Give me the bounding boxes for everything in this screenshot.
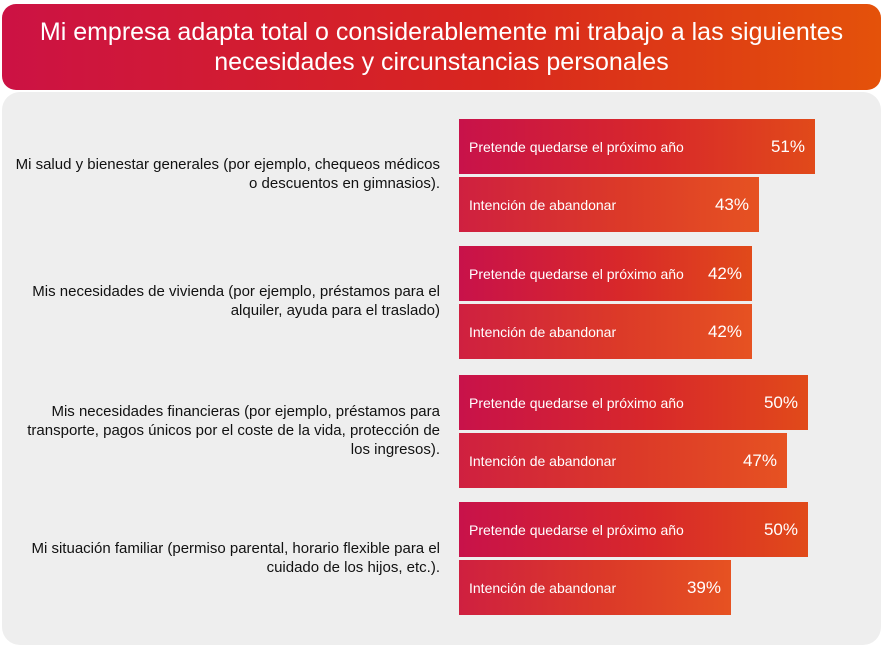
value-label: 50% bbox=[763, 519, 798, 539]
series-label: Intención de abandonar bbox=[469, 196, 617, 213]
series-label: Pretende quedarse el próximo año bbox=[469, 521, 684, 538]
category-label: Mis necesidades de vivienda (por ejemplo… bbox=[32, 283, 440, 319]
bar-leave: Intención de abandonar 42% bbox=[459, 304, 752, 359]
bar-leave: Intención de abandonar 43% bbox=[459, 177, 759, 232]
value-label: 42% bbox=[707, 263, 742, 283]
bar-stay: Pretende quedarse el próximo año 50% bbox=[459, 375, 808, 430]
chart-title-text: Mi empresa adapta total o considerableme… bbox=[39, 18, 844, 76]
series-label: Intención de abandonar bbox=[469, 452, 617, 469]
bar-stay: Pretende quedarse el próximo año 42% bbox=[459, 246, 752, 301]
series-label: Pretende quedarse el próximo año bbox=[469, 265, 684, 282]
value-label: 42% bbox=[707, 321, 742, 341]
bar-leave: Intención de abandonar 39% bbox=[459, 560, 731, 615]
bar-stay: Pretende quedarse el próximo año 50% bbox=[459, 502, 808, 557]
series-label: Intención de abandonar bbox=[469, 323, 617, 340]
value-label: 43% bbox=[714, 194, 749, 214]
category-label: Mis necesidades financieras (por ejemplo… bbox=[27, 402, 440, 458]
value-label: 51% bbox=[770, 136, 805, 156]
series-label: Pretende quedarse el próximo año bbox=[469, 138, 684, 155]
category-label: Mi situación familiar (permiso parental,… bbox=[31, 540, 440, 576]
value-label: 47% bbox=[742, 450, 777, 470]
bar-stay: Pretende quedarse el próximo año 51% bbox=[459, 119, 815, 174]
value-label: 39% bbox=[686, 577, 721, 597]
value-label: 50% bbox=[763, 392, 798, 412]
series-label: Pretende quedarse el próximo año bbox=[469, 394, 684, 411]
chart-title: Mi empresa adapta total o considerableme… bbox=[2, 4, 881, 90]
bar-leave: Intención de abandonar 47% bbox=[459, 433, 787, 488]
series-label: Intención de abandonar bbox=[469, 579, 617, 596]
category-label: Mi salud y bienestar generales (por ejem… bbox=[15, 156, 440, 192]
